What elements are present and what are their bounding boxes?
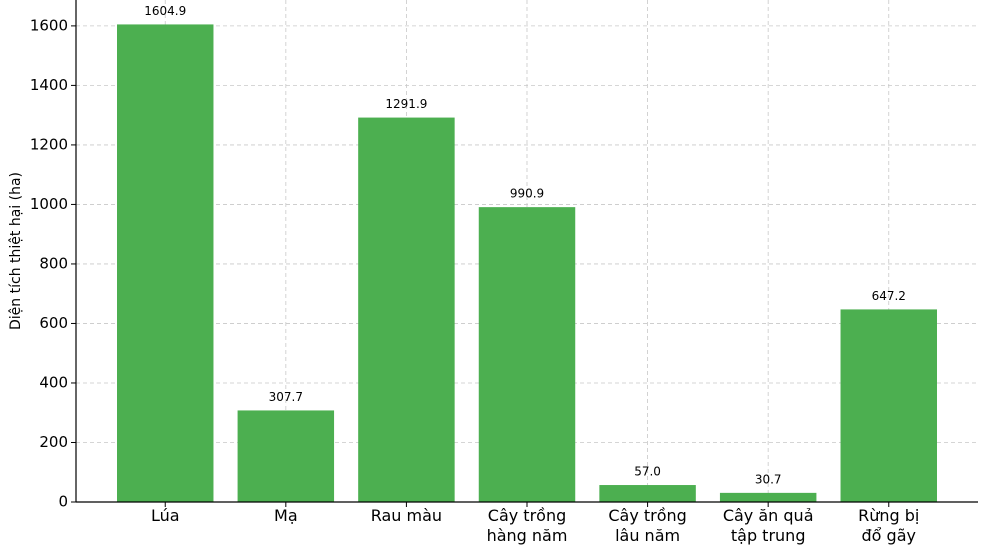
y-tick-label: 0	[58, 493, 68, 511]
value-label: 647.2	[872, 289, 906, 303]
bar	[237, 410, 335, 502]
value-label: 1604.9	[144, 4, 186, 18]
value-label: 57.0	[634, 465, 661, 479]
y-tick-label: 800	[39, 254, 68, 272]
y-axis-label: Diện tích thiệt hại (ha)	[8, 172, 24, 330]
y-tick-label: 400	[39, 373, 68, 391]
y-tick-label: 1200	[30, 135, 68, 153]
bar	[358, 117, 455, 503]
x-tick-label: Cây trồng hàng năm	[487, 506, 568, 545]
y-tick-label: 600	[39, 314, 68, 332]
y-tick-label: 1400	[30, 76, 68, 94]
value-label: 30.7	[755, 472, 782, 486]
y-tick-label: 1600	[30, 16, 68, 34]
x-tick-label: Cây ăn quả tập trung	[723, 506, 814, 545]
x-tick-label: Rừng bị đổ gãy	[858, 506, 919, 545]
value-label: 1291.9	[385, 97, 427, 111]
x-tick-label: Cây trồng lâu năm	[608, 506, 686, 545]
value-label: 990.9	[510, 187, 544, 201]
x-tick-label: Rau màu	[371, 506, 442, 525]
bar	[840, 309, 937, 502]
x-tick-label: Lúa	[151, 506, 180, 525]
bar	[117, 24, 214, 502]
bar	[478, 207, 576, 502]
value-label: 307.7	[269, 390, 303, 404]
bar	[719, 492, 817, 502]
y-tick-label: 1000	[30, 195, 68, 213]
y-tick-label: 200	[39, 433, 68, 451]
x-tick-label: Mạ	[274, 506, 298, 525]
bar	[599, 485, 696, 502]
